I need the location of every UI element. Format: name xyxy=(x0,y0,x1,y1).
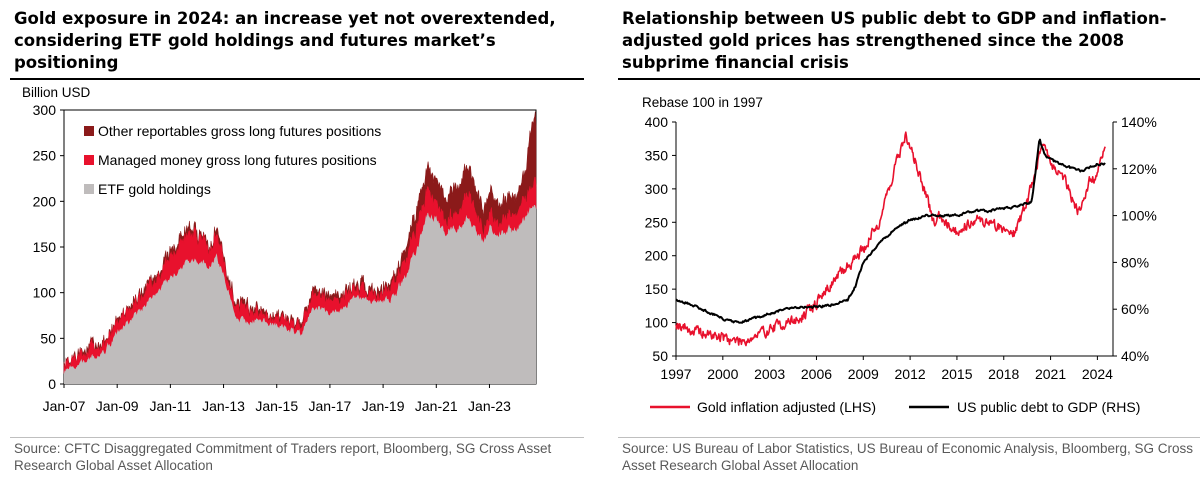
etf-holdings-area xyxy=(64,205,536,384)
y2-tick-label: 120% xyxy=(1121,161,1157,177)
y-tick-label: 150 xyxy=(33,239,57,255)
y-axis-label: Rebase 100 in 1997 xyxy=(642,95,763,110)
right-title-line: adjusted gold prices has strengthened si… xyxy=(622,31,1125,50)
y-tick-label: 0 xyxy=(48,376,56,392)
right-source-line: Source: US Bureau of Labor Statistics, U… xyxy=(622,441,1194,456)
x-tick-label: Jan-17 xyxy=(309,398,352,414)
right-panel: Relationship between US public debt to G… xyxy=(608,0,1200,478)
x-tick-label: 2015 xyxy=(941,366,972,382)
right-source-line: Asset Research Global Asset Allocation xyxy=(622,458,859,473)
legend-label: ETF gold holdings xyxy=(98,181,211,197)
legend-label-debt: US public debt to GDP (RHS) xyxy=(957,399,1140,415)
y-tick-label: 400 xyxy=(645,114,669,130)
y-tick-label: 200 xyxy=(33,193,57,209)
left-title-line: positioning xyxy=(14,53,119,72)
x-tick-label: Jan-07 xyxy=(43,398,86,414)
legend-swatch xyxy=(84,126,94,136)
y2-tick-label: 40% xyxy=(1121,348,1149,364)
us-public-debt-line xyxy=(675,138,1106,324)
legend-label: Managed money gross long futures positio… xyxy=(98,152,377,168)
legend-label: Other reportables gross long futures pos… xyxy=(98,123,381,139)
y2-tick-label: 100% xyxy=(1121,208,1157,224)
left-panel: Gold exposure in 2024: an increase yet n… xyxy=(0,0,584,478)
x-tick-label: Jan-13 xyxy=(202,398,245,414)
x-tick-label: 2000 xyxy=(707,366,738,382)
x-tick-label: 2012 xyxy=(895,366,926,382)
y-tick-label: 100 xyxy=(645,315,669,331)
y-tick-label: 200 xyxy=(645,248,669,264)
y-tick-label: 250 xyxy=(33,148,57,164)
right-title-rule xyxy=(618,78,1200,80)
x-tick-label: Jan-21 xyxy=(415,398,458,414)
x-tick-label: Jan-19 xyxy=(362,398,405,414)
legend-swatch xyxy=(84,155,94,165)
gold-inflation-adjusted-line xyxy=(675,131,1106,347)
right-chart: Rebase 100 in 1997 50 100 150 200 250 300 350 40… xyxy=(642,95,1157,415)
y-tick-label: 50 xyxy=(652,348,668,364)
x-tick-label: Jan-15 xyxy=(255,398,298,414)
legend-label-gold: Gold inflation adjusted (LHS) xyxy=(697,399,876,415)
x-tick-label: 2021 xyxy=(1035,366,1066,382)
x-tick-label: 2024 xyxy=(1082,366,1113,382)
left-chart-title: Gold exposure in 2024: an increase yet n… xyxy=(14,8,584,74)
left-chart: Billion USD 0 50 100 150 200 250 300 Jan-07 Jan-0… xyxy=(22,85,537,414)
x-tick-label: 2018 xyxy=(988,366,1019,382)
x-tick-label: Jan-23 xyxy=(468,398,511,414)
y-tick-label: 300 xyxy=(33,102,57,118)
x-tick-label: 2006 xyxy=(801,366,832,382)
y2-tick-label: 60% xyxy=(1121,301,1149,317)
y-tick-label: 250 xyxy=(645,214,669,230)
x-tick-label: Jan-11 xyxy=(149,398,191,414)
x-tick-label: 2009 xyxy=(848,366,879,382)
y-tick-label: 50 xyxy=(40,330,56,346)
y-tick-label: 350 xyxy=(645,147,669,163)
y-tick-label: 150 xyxy=(645,281,669,297)
left-source-note: Source: CFTC Disaggregated Commitment of… xyxy=(14,440,551,474)
y-tick-label: 100 xyxy=(33,285,57,301)
right-source-rule xyxy=(618,437,1200,438)
left-title-rule xyxy=(10,78,584,80)
y-tick-label: 300 xyxy=(645,181,669,197)
right-title-line: Relationship between US public debt to G… xyxy=(622,9,1167,28)
right-source-note: Source: US Bureau of Labor Statistics, U… xyxy=(622,440,1193,474)
left-source-line: Source: CFTC Disaggregated Commitment of… xyxy=(14,441,552,456)
left-source-line: Research Global Asset Allocation xyxy=(14,458,213,473)
left-title-line: considering ETF gold holdings and future… xyxy=(14,31,496,50)
x-tick-label: 2003 xyxy=(754,366,785,382)
y-axis-label: Billion USD xyxy=(22,85,91,100)
y2-tick-label: 140% xyxy=(1121,114,1157,130)
right-chart-title: Relationship between US public debt to G… xyxy=(622,8,1192,74)
left-source-rule xyxy=(10,437,584,438)
left-title-line: Gold exposure in 2024: an increase yet n… xyxy=(14,9,556,28)
x-tick-label: 1997 xyxy=(660,366,691,382)
x-tick-label: Jan-09 xyxy=(96,398,139,414)
y2-tick-label: 80% xyxy=(1121,254,1149,270)
legend-swatch xyxy=(84,184,94,194)
right-title-line: subprime financial crisis xyxy=(622,53,849,72)
